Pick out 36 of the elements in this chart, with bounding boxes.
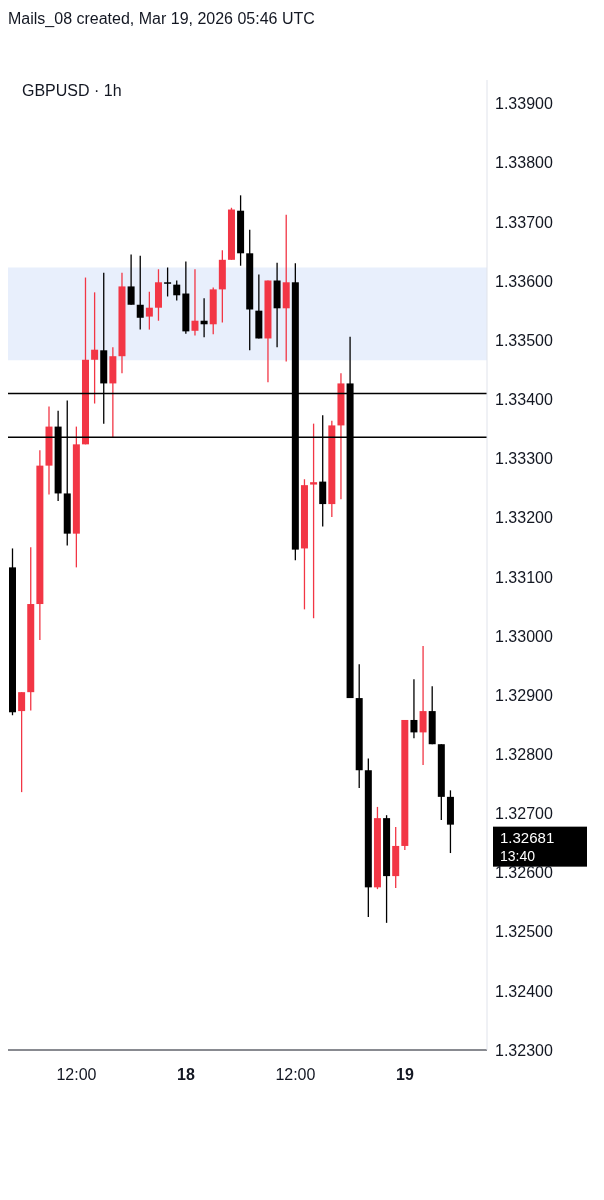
y-tick-label: 1.33600 [495, 272, 553, 290]
y-tick-label: 1.33200 [495, 509, 553, 527]
candlestick [18, 691, 26, 793]
candlestick [145, 291, 153, 331]
y-tick-label: 1.33300 [495, 450, 553, 468]
text: 1.32681 [500, 828, 555, 846]
candlestick [310, 422, 318, 619]
candlestick [173, 279, 181, 302]
y-tick-label: 1.32600 [495, 864, 553, 882]
x-tick-label: 12:00 [56, 1066, 97, 1083]
chart-subtitle: GBPUSD · 1h [22, 82, 122, 100]
candlestick [410, 678, 418, 739]
candlestick [164, 266, 172, 298]
y-tick-label: 1.32900 [495, 686, 553, 704]
y-tick-label: 1.33400 [495, 391, 553, 409]
y-tick-label: 1.32400 [495, 982, 553, 1000]
y-tick-label: 1.33900 [495, 95, 553, 113]
x-tick-label: 19 [395, 1066, 414, 1083]
candlestick [419, 645, 427, 766]
candlestick [136, 255, 144, 331]
y-tick-label: 1.33100 [495, 568, 553, 586]
candlestick [127, 253, 135, 306]
y-tick-label: 1.32700 [495, 805, 553, 823]
y-tick-label: 1.32800 [495, 745, 553, 763]
text: 13:40 [500, 847, 536, 864]
candlestick [191, 268, 199, 337]
x-tick-label: 12:00 [275, 1066, 316, 1083]
x-tick-label: 18 [177, 1066, 195, 1083]
y-tick-label: 1.32300 [495, 1041, 553, 1059]
chart-title: Mails_08 created, Mar 19, 2026 05:46 UTC [8, 9, 316, 29]
y-tick-label: 1.33500 [495, 331, 553, 349]
y-tick-label: 1.33700 [495, 213, 553, 231]
y-tick-label: 1.32500 [495, 923, 553, 941]
y-tick-label: 1.33800 [495, 154, 553, 172]
y-tick-label: 1.33000 [495, 627, 553, 645]
candlestick [91, 291, 99, 405]
